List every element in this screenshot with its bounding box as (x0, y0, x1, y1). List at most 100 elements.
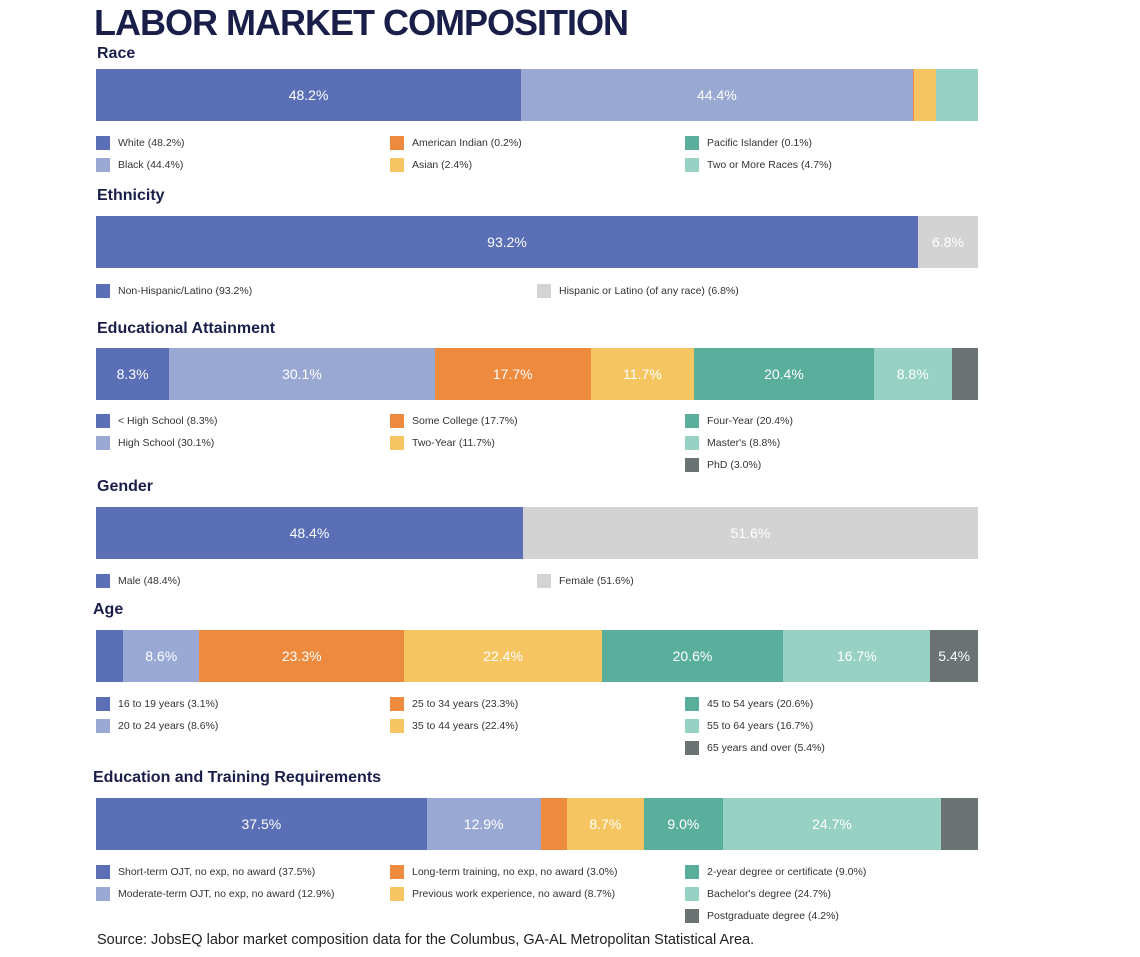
legend-label: Some College (17.7%) (412, 415, 518, 427)
bar-segment: 20.6% (601, 630, 784, 682)
legend-label: 35 to 44 years (22.4%) (412, 720, 519, 732)
legend-item: 55 to 64 years (16.7%) (685, 719, 813, 733)
bar-segment: 5.4% (930, 630, 978, 682)
legend-swatch (96, 697, 110, 711)
legend-item: 16 to 19 years (3.1%) (96, 697, 218, 711)
bar-segment: 8.6% (123, 630, 200, 682)
bar-segment: 20.4% (693, 348, 874, 400)
bar-value-label: 48.2% (288, 87, 329, 103)
legend-swatch (685, 865, 699, 879)
legend-swatch (685, 158, 699, 172)
section-title: Education and Training Requirements (93, 769, 382, 786)
legend-swatch (390, 697, 404, 711)
legend-item: Male (48.4%) (96, 574, 180, 588)
bar-value-label: 30.1% (282, 366, 322, 382)
bar-segment (936, 69, 978, 121)
bar-value-label: 48.4% (289, 525, 330, 541)
section-title: Gender (97, 478, 154, 495)
bar-segment: 9.0% (643, 798, 724, 850)
legend-swatch (96, 574, 110, 588)
legend-swatch (390, 136, 404, 150)
legend-item: 65 years and over (5.4%) (685, 741, 825, 755)
legend-item: Female (51.6%) (537, 574, 634, 588)
legend-label: Pacific Islander (0.1%) (707, 137, 813, 149)
legend-swatch (96, 887, 110, 901)
legend-item: Some College (17.7%) (390, 414, 518, 428)
bar-segment: 6.8% (918, 216, 978, 268)
legend-label: Moderate-term OJT, no exp, no award (12.… (118, 888, 335, 900)
legend-label: Male (48.4%) (118, 575, 181, 587)
section-title: Race (97, 45, 136, 62)
legend-label: Non-Hispanic/Latino (93.2%) (118, 285, 253, 297)
section-title: Educational Attainment (97, 320, 276, 337)
legend-swatch (96, 719, 110, 733)
page-title: LABOR MARKET COMPOSITION (94, 2, 629, 43)
legend-swatch (685, 909, 699, 923)
legend-swatch (390, 414, 404, 428)
bar-value-label: 8.8% (896, 366, 929, 382)
legend-item: Two or More Races (4.7%) (685, 158, 832, 172)
bar-segment: 16.7% (783, 630, 931, 682)
bar-segment: 11.7% (590, 348, 694, 400)
legend-label: Previous work experience, no award (8.7%… (412, 888, 616, 900)
bar-segment (96, 630, 124, 682)
bar-segment: 17.7% (434, 348, 591, 400)
legend-label: American Indian (0.2%) (412, 137, 522, 149)
legend-item: 35 to 44 years (22.4%) (390, 719, 518, 733)
legend-swatch (96, 136, 110, 150)
bar-value-label: 44.4% (697, 87, 737, 103)
legend-label: 45 to 54 years (20.6%) (707, 698, 814, 710)
bar-value-label: 5.4% (938, 648, 971, 664)
legend-item: Bachelor's degree (24.7%) (685, 887, 831, 901)
bar-value-label: 11.7% (623, 366, 662, 382)
bar-value-label: 22.4% (483, 648, 523, 664)
stacked-bar: 48.2% 44.4% (96, 69, 978, 121)
legend-label: 55 to 64 years (16.7%) (707, 720, 814, 732)
section-title: Age (93, 601, 124, 618)
legend-item: Non-Hispanic/Latino (93.2%) (96, 284, 252, 298)
bar-value-label: 23.3% (281, 648, 322, 664)
legend-item: Black (44.4%) (96, 158, 183, 172)
legend-item: Master's (8.8%) (685, 436, 780, 450)
bar-segment: 48.4% (96, 507, 523, 559)
legend-label: 65 years and over (5.4%) (707, 742, 825, 754)
legend-item: Long-term training, no exp, no award (3.… (390, 865, 617, 879)
legend-label: < High School (8.3%) (118, 415, 218, 427)
legend-label: 2-year degree or certificate (9.0%) (707, 866, 867, 878)
legend-item: 45 to 54 years (20.6%) (685, 697, 813, 711)
bar-segment (540, 798, 567, 850)
bar-segment: 44.4% (521, 69, 913, 121)
bar-value-label: 24.7% (812, 816, 852, 832)
legend-item: PhD (3.0%) (685, 458, 761, 472)
legend-item: Short-term OJT, no exp, no award (37.5%) (96, 865, 315, 879)
bar-segment (935, 69, 937, 121)
legend-item: Pacific Islander (0.1%) (685, 136, 812, 150)
bar-segment: 24.7% (723, 798, 941, 850)
legend-swatch (96, 436, 110, 450)
legend-item: Hispanic or Latino (of any race) (6.8%) (537, 284, 739, 298)
legend-label: White (48.2%) (118, 137, 185, 149)
legend-label: 16 to 19 years (3.1%) (118, 698, 219, 710)
bar-segment: 23.3% (199, 630, 405, 682)
bar-value-label: 8.7% (589, 816, 622, 832)
legend-swatch (685, 887, 699, 901)
bar-value-label: 12.9% (463, 816, 504, 832)
legend-item: Postgraduate degree (4.2%) (685, 909, 839, 923)
bar-segment: 12.9% (426, 798, 541, 850)
legend-swatch (685, 136, 699, 150)
legend-swatch (685, 741, 699, 755)
legend-label: Hispanic or Latino (of any race) (6.8%) (559, 285, 739, 297)
bar-segment: 48.2% (96, 69, 522, 121)
legend-swatch (685, 458, 699, 472)
legend-swatch (390, 887, 404, 901)
bar-segment (951, 348, 978, 400)
legend-swatch (96, 414, 110, 428)
legend-swatch (685, 697, 699, 711)
bar-value-label: 20.4% (764, 366, 804, 382)
stacked-bar: 48.4% 51.6% (96, 507, 978, 559)
legend-label: Four-Year (20.4%) (707, 415, 793, 427)
legend-item: 25 to 34 years (23.3%) (390, 697, 518, 711)
source-note: Source: JobsEQ labor market composition … (97, 932, 755, 948)
legend-label: Postgraduate degree (4.2%) (707, 910, 839, 922)
stacked-bar: 93.2% 6.8% (96, 216, 978, 268)
